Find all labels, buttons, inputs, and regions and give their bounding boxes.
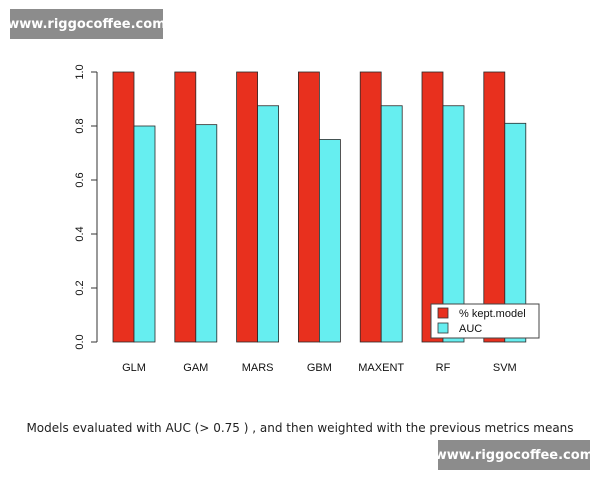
legend: % kept.model AUC	[430, 303, 540, 339]
x-tick-label: GBM	[307, 362, 332, 374]
bar-maxent-kept-model	[359, 71, 382, 343]
y-tick-label: 1.0	[74, 64, 86, 79]
x-tick-label: GLM	[122, 362, 146, 374]
x-tick-label: SVM	[493, 362, 517, 374]
bar-maxent-auc	[380, 105, 403, 343]
x-tick-label: GAM	[183, 362, 208, 374]
y-tick-label: 0.0	[74, 334, 86, 349]
bar-mars-kept-model	[236, 71, 259, 343]
x-axis-labels: GLM GAM MARS GBM MAXENT RF SVM	[122, 362, 517, 374]
y-tick-label: 0.6	[74, 172, 86, 187]
legend-swatch	[437, 307, 449, 319]
bars	[112, 71, 527, 343]
legend-swatch	[437, 322, 449, 334]
bar-glm-kept-model	[112, 71, 135, 343]
watermark-top: www.riggocoffee.com	[7, 9, 166, 39]
bar-gbm-auc	[318, 139, 341, 343]
y-tick-label: 0.8	[74, 118, 86, 133]
bar-glm-auc	[133, 125, 156, 343]
bar-mars-auc	[257, 105, 280, 343]
y-tick-label: 0.2	[74, 280, 86, 295]
bar-gam-auc	[195, 124, 218, 343]
watermark-bottom: www.riggocoffee.com	[435, 440, 593, 470]
bar-rf-auc	[442, 105, 465, 343]
y-tick-label: 0.4	[74, 226, 86, 241]
legend-label: AUC	[459, 323, 482, 335]
y-axis: 0.0 0.2 0.4 0.6 0.8 1.0	[74, 64, 98, 350]
x-tick-label: MAXENT	[358, 362, 404, 374]
caption: Models evaluated with AUC (> 0.75 ) , an…	[26, 421, 574, 435]
x-tick-label: MARS	[242, 362, 274, 374]
x-tick-label: RF	[436, 362, 451, 374]
bar-gbm-kept-model	[297, 71, 320, 343]
bar-svm-auc	[504, 122, 527, 343]
bar-rf-kept-model	[421, 71, 444, 343]
legend-box	[430, 303, 540, 339]
bar-svm-kept-model	[483, 71, 506, 343]
bar-gam-kept-model	[174, 71, 197, 343]
legend-label: % kept.model	[459, 308, 526, 320]
